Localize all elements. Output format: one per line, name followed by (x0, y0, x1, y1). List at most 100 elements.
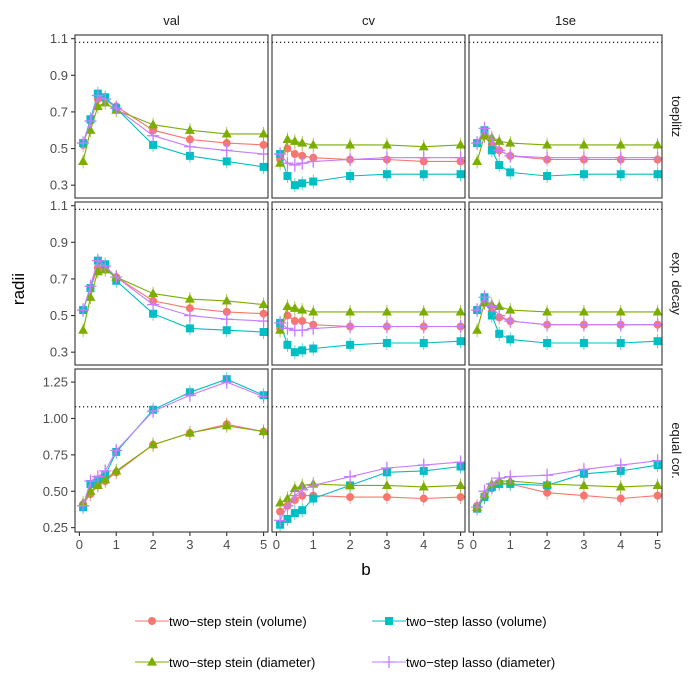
panel-border (468, 201, 663, 366)
data-point (578, 306, 589, 316)
data-point (288, 159, 301, 172)
legend-item: two−step stein (diameter) (135, 655, 315, 670)
data-point (77, 499, 90, 512)
data-point (541, 469, 554, 482)
column-strip (272, 4, 465, 35)
data-point (419, 339, 428, 348)
facet-panel: 0.3 0.5 0.7 0.9 1.1 (50, 31, 269, 199)
y-tick-label: 0.3 (50, 178, 68, 193)
data-point (185, 151, 194, 160)
panel-series (471, 453, 662, 516)
data-point (616, 170, 625, 179)
data-point (382, 339, 391, 348)
data-point (345, 480, 356, 490)
data-point (494, 136, 505, 145)
facet-panel (468, 34, 663, 199)
data-point (258, 299, 268, 309)
data-point (283, 172, 292, 181)
panel-series (471, 121, 662, 184)
data-point (259, 309, 268, 318)
data-point (259, 328, 268, 337)
data-point (282, 301, 293, 310)
data-point (91, 89, 104, 102)
data-point (615, 139, 626, 149)
data-point (259, 162, 268, 171)
data-point (381, 480, 392, 490)
data-point (258, 426, 268, 436)
panel-series (77, 86, 268, 174)
data-point (652, 139, 662, 149)
y-axis-title: radii (9, 273, 28, 305)
data-point (417, 151, 430, 164)
y-tick-label: 1.1 (50, 31, 68, 46)
data-point (282, 493, 293, 503)
data-point (543, 339, 552, 348)
data-point (220, 376, 233, 389)
data-point (485, 300, 498, 313)
data-point (418, 141, 429, 151)
data-point (282, 134, 293, 143)
x-tick-label: 3 (383, 537, 390, 552)
legend-item: two−step lasso (diameter) (372, 655, 555, 670)
data-point (297, 137, 308, 147)
x-tick-label: 4 (420, 537, 427, 552)
data-point (381, 139, 392, 149)
data-point (289, 303, 300, 312)
data-point (307, 155, 320, 168)
facet-panel (271, 34, 466, 199)
data-point (281, 322, 294, 335)
data-point (148, 439, 159, 449)
data-point (471, 137, 484, 150)
column-strip (75, 4, 268, 35)
data-point (77, 304, 90, 317)
panel-border (468, 368, 663, 533)
data-point (183, 140, 196, 153)
data-point (380, 151, 393, 164)
data-point (471, 501, 484, 514)
data-point (456, 493, 465, 502)
y-tick-label: 0.5 (50, 141, 68, 156)
x-tick-label: 1 (507, 537, 514, 552)
data-point (147, 129, 160, 142)
data-point (110, 444, 123, 457)
data-point (298, 346, 307, 355)
data-point (92, 101, 103, 111)
data-point (296, 157, 309, 170)
data-point (493, 309, 506, 322)
data-point (290, 317, 299, 326)
data-point (541, 318, 554, 331)
x-tick-label: 0 (470, 537, 477, 552)
data-point (184, 427, 195, 437)
data-point (505, 137, 516, 147)
data-point (78, 156, 89, 165)
data-point (92, 266, 103, 276)
data-point (653, 337, 662, 346)
data-point (344, 320, 357, 333)
row-strip-label: equal cor. (669, 422, 684, 478)
data-point (281, 157, 294, 170)
facet-panel (271, 201, 466, 366)
data-point (274, 316, 287, 329)
data-point (222, 307, 231, 316)
data-point (283, 514, 292, 523)
data-point (290, 348, 299, 357)
panel-border (468, 34, 663, 199)
data-point (478, 291, 491, 304)
panel-background (272, 35, 465, 198)
data-point (185, 324, 194, 333)
data-point (493, 144, 506, 157)
panel-background (469, 35, 662, 198)
data-point (274, 148, 287, 161)
data-point (309, 177, 318, 186)
data-point (290, 181, 299, 190)
legend-label: two−step lasso (volume) (406, 614, 547, 629)
data-point (307, 322, 320, 335)
data-point (577, 318, 590, 331)
data-point (578, 480, 589, 490)
data-point (577, 151, 590, 164)
data-point (579, 491, 588, 500)
data-point (183, 309, 196, 322)
data-point (276, 507, 285, 516)
panel-background (75, 369, 268, 532)
